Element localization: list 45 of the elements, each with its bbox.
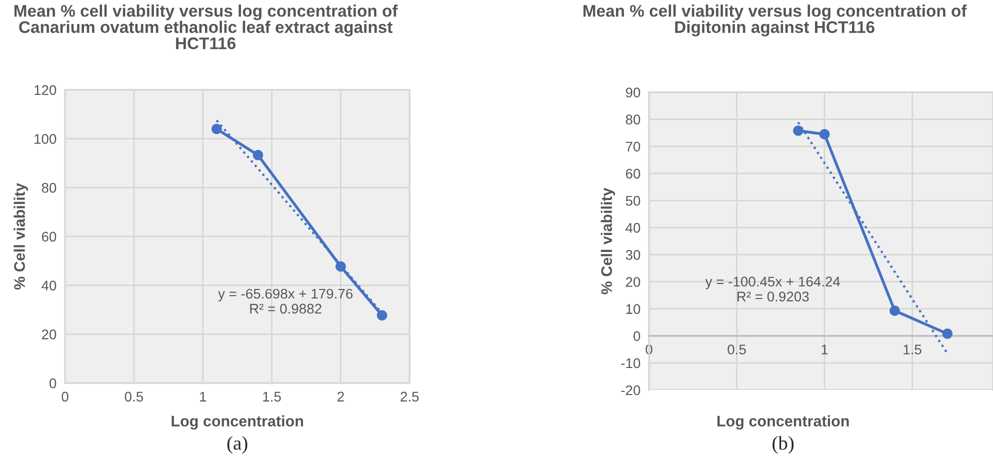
- x-tick-label: 0.5: [728, 344, 746, 354]
- point: [792, 125, 804, 136]
- point: [211, 124, 222, 134]
- point: [890, 305, 900, 316]
- point: [376, 310, 388, 321]
- y-tick-label: 0: [50, 378, 56, 388]
- y-tick-label: 10: [626, 304, 640, 314]
- y-tick-label: 60: [42, 232, 56, 242]
- x-tick-label: 0.5: [124, 392, 144, 402]
- y-tick-label: 20: [42, 330, 56, 340]
- y-axis-title: % Cell viability: [600, 188, 616, 294]
- x-axis-title: Log concentration: [717, 415, 849, 430]
- y-tick-label: 30: [626, 250, 640, 260]
- point: [942, 328, 953, 339]
- y-tick-label: -10: [621, 358, 640, 368]
- y-tick-label: -20: [621, 385, 640, 396]
- annotation: y = -100.45x + 164.24 R² = 0.9203: [705, 276, 840, 302]
- annotation: y = -65.698x + 179.76 R² = 0.9882: [218, 288, 353, 314]
- y-tick-label: 100: [34, 134, 56, 144]
- y-tick-label: 60: [626, 168, 640, 179]
- y-axis-title: % Cell viability: [14, 183, 28, 290]
- chart-title: Mean % cell viability versus log concentration of Digitonin against HCT116: [583, 4, 967, 36]
- x-tick-label: 1.5: [263, 392, 281, 402]
- x-tick-label: 1: [200, 392, 206, 402]
- x-tick-label: 0: [62, 392, 68, 402]
- x-tick-label: 2.5: [400, 392, 419, 402]
- x-axis-title: Log concentration: [172, 415, 304, 430]
- y-tick-label: 50: [626, 196, 640, 206]
- y-tick-label: 120: [34, 85, 56, 95]
- point: [252, 150, 264, 160]
- y-tick-label: 0: [634, 331, 640, 342]
- y-tick-label: 40: [42, 280, 56, 290]
- point: [819, 129, 830, 140]
- x-tick-label: 1.5: [904, 344, 922, 354]
- y-tick-label: 20: [626, 277, 640, 287]
- x-tick-label: 1: [822, 344, 828, 354]
- chart-title: Mean % cell viability versus log concentration of Canarium ovatum ethanolic leaf extract against HCT116: [14, 4, 398, 50]
- y-tick-label: 80: [42, 182, 56, 193]
- y-tick-label: 90: [626, 88, 640, 98]
- x-tick-label: 2: [338, 392, 344, 402]
- text: (a): [227, 436, 248, 454]
- y-tick-label: 40: [626, 222, 640, 233]
- y-tick-label: 80: [626, 114, 640, 124]
- y-tick-label: 70: [626, 142, 640, 152]
- text: (b): [772, 436, 794, 454]
